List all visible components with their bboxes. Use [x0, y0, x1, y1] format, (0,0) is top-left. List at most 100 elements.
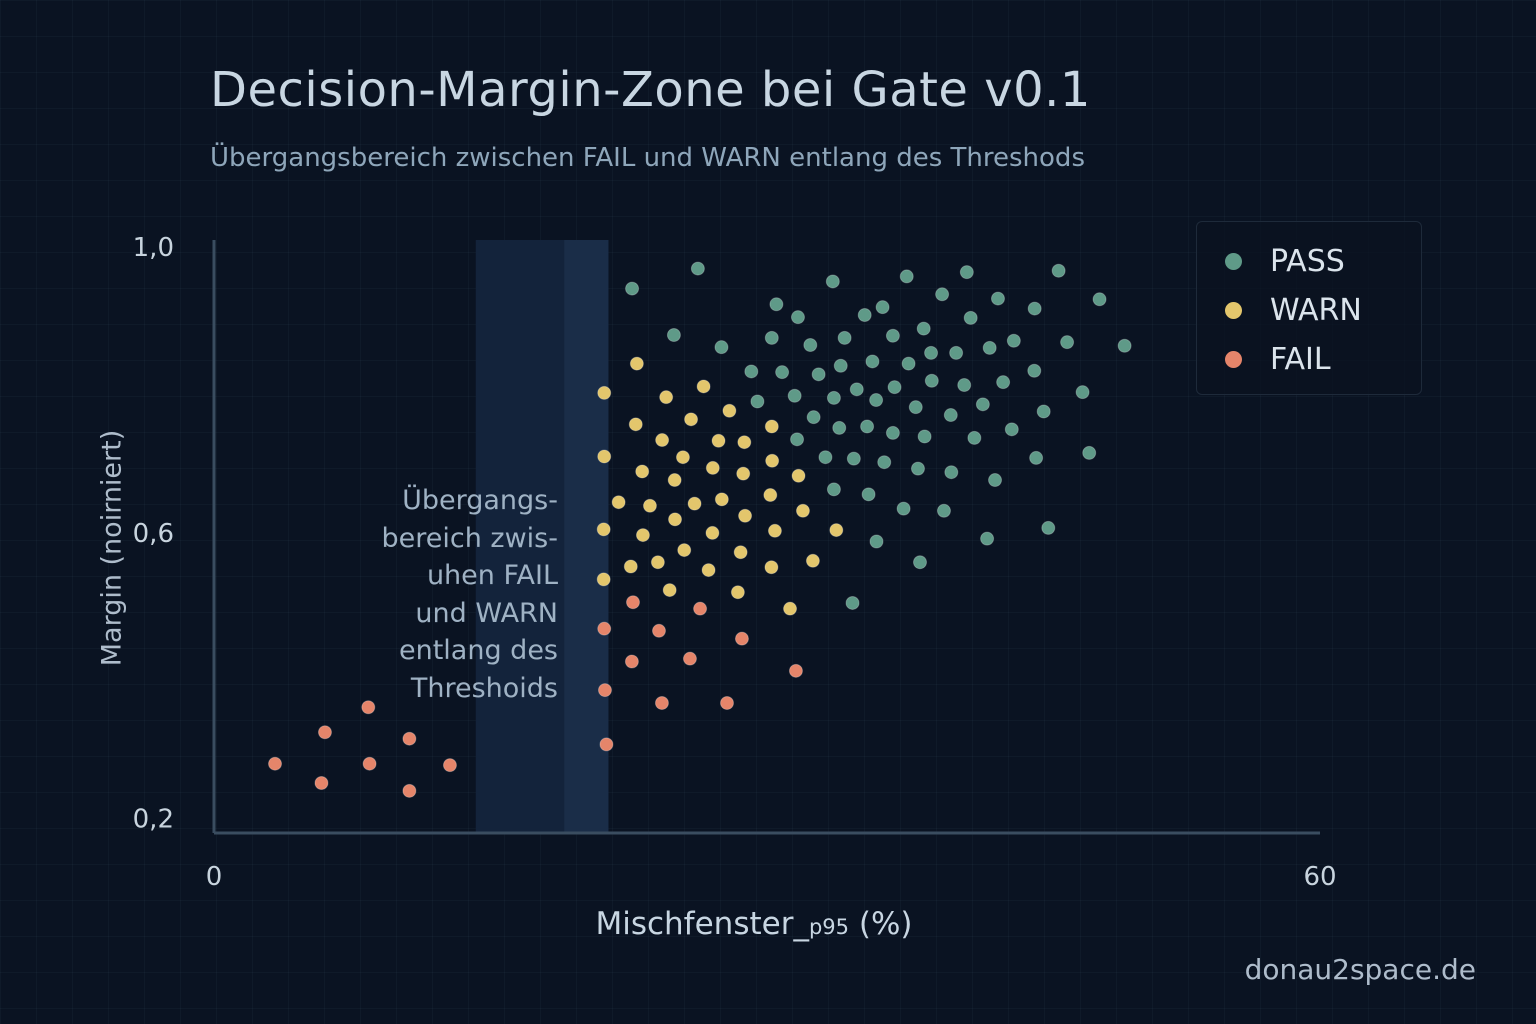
point-warn — [596, 522, 611, 537]
point-warn — [795, 503, 810, 518]
point-warn — [805, 553, 820, 568]
point-warn — [597, 385, 612, 400]
point-warn — [767, 523, 782, 538]
point-warn — [764, 560, 779, 575]
point-pass — [901, 356, 916, 371]
point-warn — [662, 583, 677, 598]
threshold-band-core — [564, 240, 609, 833]
point-warn — [764, 419, 779, 434]
point-pass — [1092, 292, 1107, 307]
point-pass — [912, 555, 927, 570]
legend-dot-pass — [1225, 253, 1242, 270]
annotation-line: entlang des — [398, 635, 558, 666]
point-pass — [860, 419, 875, 434]
point-fail — [682, 651, 697, 666]
point-pass — [875, 300, 890, 315]
legend-item-fail: FAIL — [1225, 342, 1331, 377]
point-pass — [714, 340, 729, 355]
point-pass — [877, 455, 892, 470]
point-pass — [924, 373, 939, 388]
point-pass — [936, 503, 951, 518]
point-pass — [1041, 520, 1056, 535]
point-pass — [1006, 333, 1021, 348]
point-warn — [684, 412, 699, 427]
point-pass — [988, 473, 1003, 488]
point-warn — [623, 559, 638, 574]
point-fail — [624, 654, 639, 669]
point-warn — [765, 453, 780, 468]
point-pass — [775, 365, 790, 380]
annotation-line: Übergangs- — [402, 485, 558, 516]
point-warn — [642, 498, 657, 513]
point-pass — [764, 330, 779, 345]
point-pass — [944, 465, 959, 480]
point-warn — [733, 545, 748, 560]
point-pass — [990, 291, 1005, 306]
point-pass — [625, 281, 640, 296]
point-warn — [696, 379, 711, 394]
point-fail — [402, 731, 417, 746]
point-pass — [750, 394, 765, 409]
point-pass — [980, 531, 995, 546]
point-fail — [597, 621, 612, 636]
y-tick-label: 1,0 — [133, 233, 174, 263]
legend-item-warn: WARN — [1225, 293, 1362, 328]
point-pass — [825, 274, 840, 289]
x-tick-label: 60 — [1303, 862, 1336, 892]
point-warn — [677, 543, 692, 558]
point-fail — [788, 663, 803, 678]
point-warn — [650, 555, 665, 570]
point-pass — [917, 429, 932, 444]
watermark: donau2space.de — [1244, 953, 1476, 986]
point-warn — [701, 563, 716, 578]
point-warn — [628, 417, 643, 432]
point-fail — [402, 783, 417, 798]
point-pass — [949, 345, 964, 360]
point-pass — [967, 430, 982, 445]
point-pass — [803, 338, 818, 353]
point-warn — [791, 468, 806, 483]
annotation-line: bereich zwis- — [381, 522, 558, 554]
point-warn — [635, 464, 650, 479]
point-pass — [1027, 363, 1042, 378]
point-pass — [957, 378, 972, 393]
chart-title: Decision-Margin-Zone bei Gate v0.1 — [210, 62, 1091, 118]
point-pass — [845, 595, 860, 610]
x-axis-label-sub: p95 — [808, 915, 850, 939]
point-fail — [597, 683, 612, 698]
point-pass — [1036, 404, 1051, 419]
point-fail — [719, 695, 734, 710]
point-warn — [711, 433, 726, 448]
point-pass — [861, 487, 876, 502]
point-pass — [832, 420, 847, 435]
x-axis-label-main: Mischfenster_ — [595, 906, 809, 942]
legend-dot-warn — [1225, 302, 1242, 319]
point-pass — [865, 354, 880, 369]
point-fail — [654, 695, 669, 710]
point-pass — [826, 482, 841, 497]
point-warn — [730, 585, 745, 600]
point-pass — [666, 328, 681, 343]
point-fail — [599, 737, 614, 752]
point-pass — [769, 297, 784, 312]
point-pass — [1051, 263, 1066, 278]
point-warn — [655, 433, 670, 448]
point-pass — [1029, 450, 1044, 465]
point-pass — [787, 388, 802, 403]
point-fail — [268, 756, 283, 771]
point-warn — [737, 435, 752, 450]
point-warn — [687, 496, 702, 511]
point-pass — [790, 310, 805, 325]
point-pass — [975, 397, 990, 412]
point-fail — [651, 623, 666, 638]
point-warn — [714, 492, 729, 507]
point-pass — [869, 534, 884, 549]
point-warn — [705, 460, 720, 475]
legend-item-pass: PASS — [1225, 244, 1345, 279]
point-fail — [734, 631, 749, 646]
point-pass — [887, 380, 902, 395]
point-fail — [361, 700, 376, 715]
point-pass — [924, 345, 939, 360]
point-pass — [910, 461, 925, 476]
point-warn — [705, 525, 720, 540]
